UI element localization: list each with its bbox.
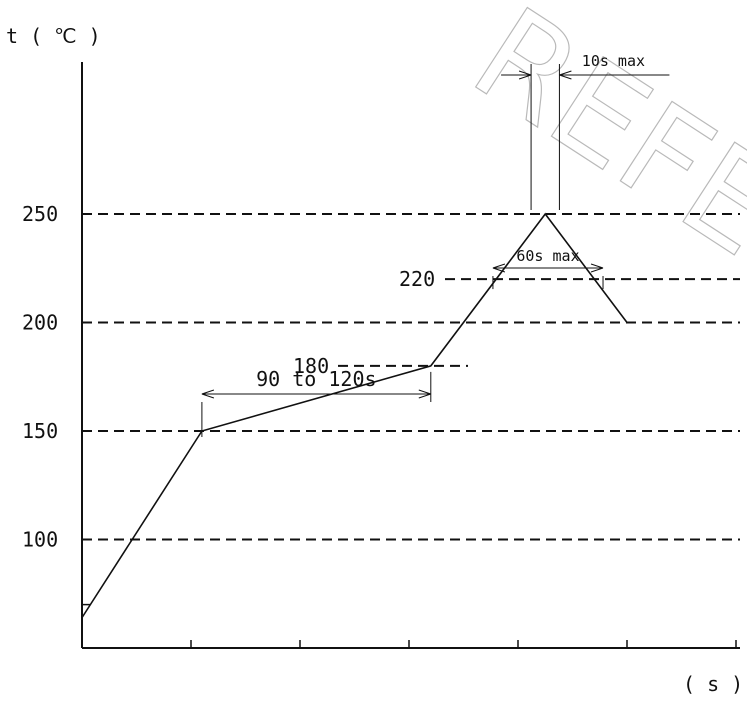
dim-90-120-label: 90 to 120s: [256, 367, 376, 391]
y-tick-labels: 100 150 200 250: [22, 202, 58, 552]
dim-10-arrow-right: [559, 70, 572, 80]
dim-10-label: 10s max: [582, 52, 645, 70]
y-tick-label-200: 200: [22, 311, 58, 335]
y-tick-label-150: 150: [22, 419, 58, 443]
x-ticks: [190, 640, 737, 648]
reference-lines: 180 220: [293, 267, 740, 378]
y-ticks: [82, 213, 90, 606]
dim-60-arrow-right: [590, 263, 604, 273]
reference-label-220: 220: [399, 267, 435, 291]
x-axis-label: ( s ): [683, 672, 743, 696]
series: [81, 212, 628, 619]
dim-60-arrow-left: [492, 263, 506, 273]
y-tick-label-250: 250: [22, 202, 58, 226]
dim-90-120-arrow-right: [418, 389, 431, 399]
gridlines: [82, 213, 740, 541]
reference-label-180: 180: [293, 354, 329, 378]
dim-60-label: 60s max: [516, 247, 579, 265]
y-axis-label: t ( ℃ ): [6, 24, 101, 48]
dim-10-arrow-left: [518, 70, 532, 80]
series-line-0: [81, 212, 628, 619]
y-tick-label-100: 100: [22, 528, 58, 552]
dim-90-120-arrow-left: [201, 389, 215, 399]
dimension-annotations: 90 to 120s 60s max 10s max: [201, 52, 670, 437]
